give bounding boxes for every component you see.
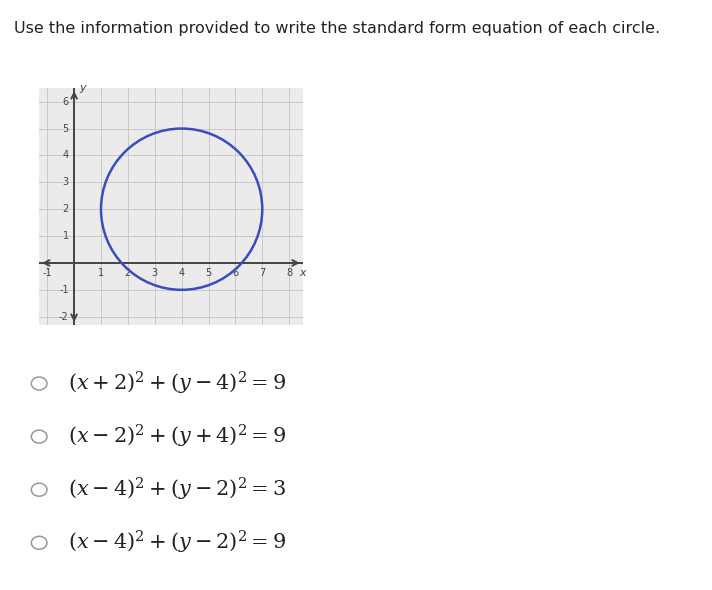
Text: 1: 1: [98, 268, 104, 278]
Text: -1: -1: [59, 285, 69, 295]
Text: 7: 7: [259, 268, 266, 278]
Text: $(x - 2)^2 + (y + 4)^2 = 9$: $(x - 2)^2 + (y + 4)^2 = 9$: [68, 423, 286, 450]
Text: 5: 5: [63, 123, 69, 133]
Text: 4: 4: [63, 150, 69, 160]
Text: -2: -2: [59, 312, 69, 322]
Text: -1: -1: [43, 268, 52, 278]
Text: $(x + 2)^2 + (y - 4)^2 = 9$: $(x + 2)^2 + (y - 4)^2 = 9$: [68, 370, 286, 397]
Text: x: x: [299, 268, 306, 278]
Text: Use the information provided to write the standard form equation of each circle.: Use the information provided to write th…: [14, 21, 660, 35]
Text: 6: 6: [63, 97, 69, 107]
Text: 6: 6: [232, 268, 239, 278]
Text: 4: 4: [179, 268, 184, 278]
Text: $(x - 4)^2 + (y - 2)^2 = 9$: $(x - 4)^2 + (y - 2)^2 = 9$: [68, 529, 286, 556]
Text: 5: 5: [205, 268, 211, 278]
Text: 1: 1: [63, 231, 69, 241]
Text: 3: 3: [63, 178, 69, 187]
Text: y: y: [79, 83, 85, 93]
Text: 2: 2: [125, 268, 131, 278]
Text: 8: 8: [286, 268, 292, 278]
Text: $(x - 4)^2 + (y - 2)^2 = 3$: $(x - 4)^2 + (y - 2)^2 = 3$: [68, 476, 286, 503]
Text: 3: 3: [152, 268, 158, 278]
Text: 2: 2: [63, 204, 69, 214]
